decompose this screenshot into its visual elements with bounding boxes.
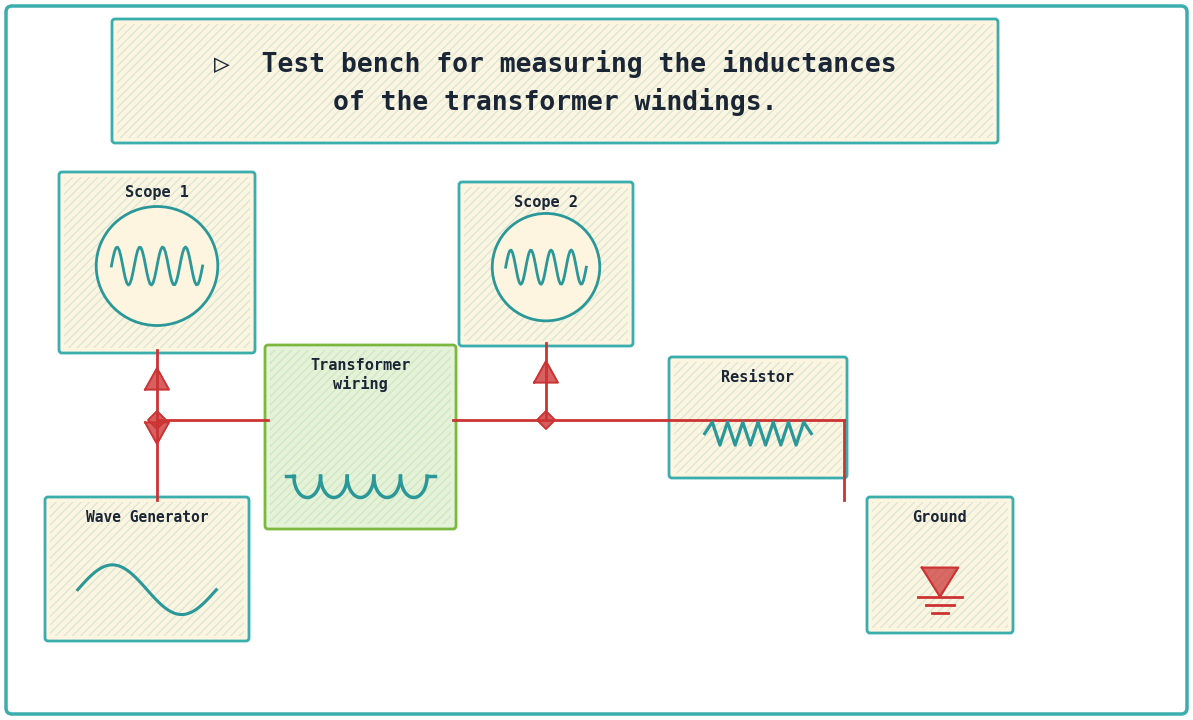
Text: ▷  Test bench for measuring the inductances: ▷ Test bench for measuring the inductanc… [214,50,896,78]
FancyBboxPatch shape [459,182,633,346]
FancyBboxPatch shape [45,497,249,641]
Text: Transformer: Transformer [310,358,410,373]
Polygon shape [146,423,169,444]
Text: Resistor: Resistor [722,370,795,385]
Text: Ground: Ground [913,510,968,525]
Polygon shape [146,368,169,390]
Polygon shape [148,411,166,429]
Ellipse shape [97,207,218,325]
FancyBboxPatch shape [58,172,255,353]
Polygon shape [534,361,558,382]
Polygon shape [922,567,958,597]
Text: Wave Generator: Wave Generator [86,510,209,525]
FancyBboxPatch shape [867,497,1013,633]
FancyBboxPatch shape [265,345,456,529]
Text: of the transformer windings.: of the transformer windings. [333,88,778,116]
Text: wiring: wiring [333,376,388,392]
Text: Scope 1: Scope 1 [125,185,188,200]
Text: Scope 2: Scope 2 [514,195,577,210]
FancyBboxPatch shape [112,19,999,143]
Ellipse shape [493,213,600,321]
Polygon shape [537,411,555,429]
FancyBboxPatch shape [669,357,847,478]
